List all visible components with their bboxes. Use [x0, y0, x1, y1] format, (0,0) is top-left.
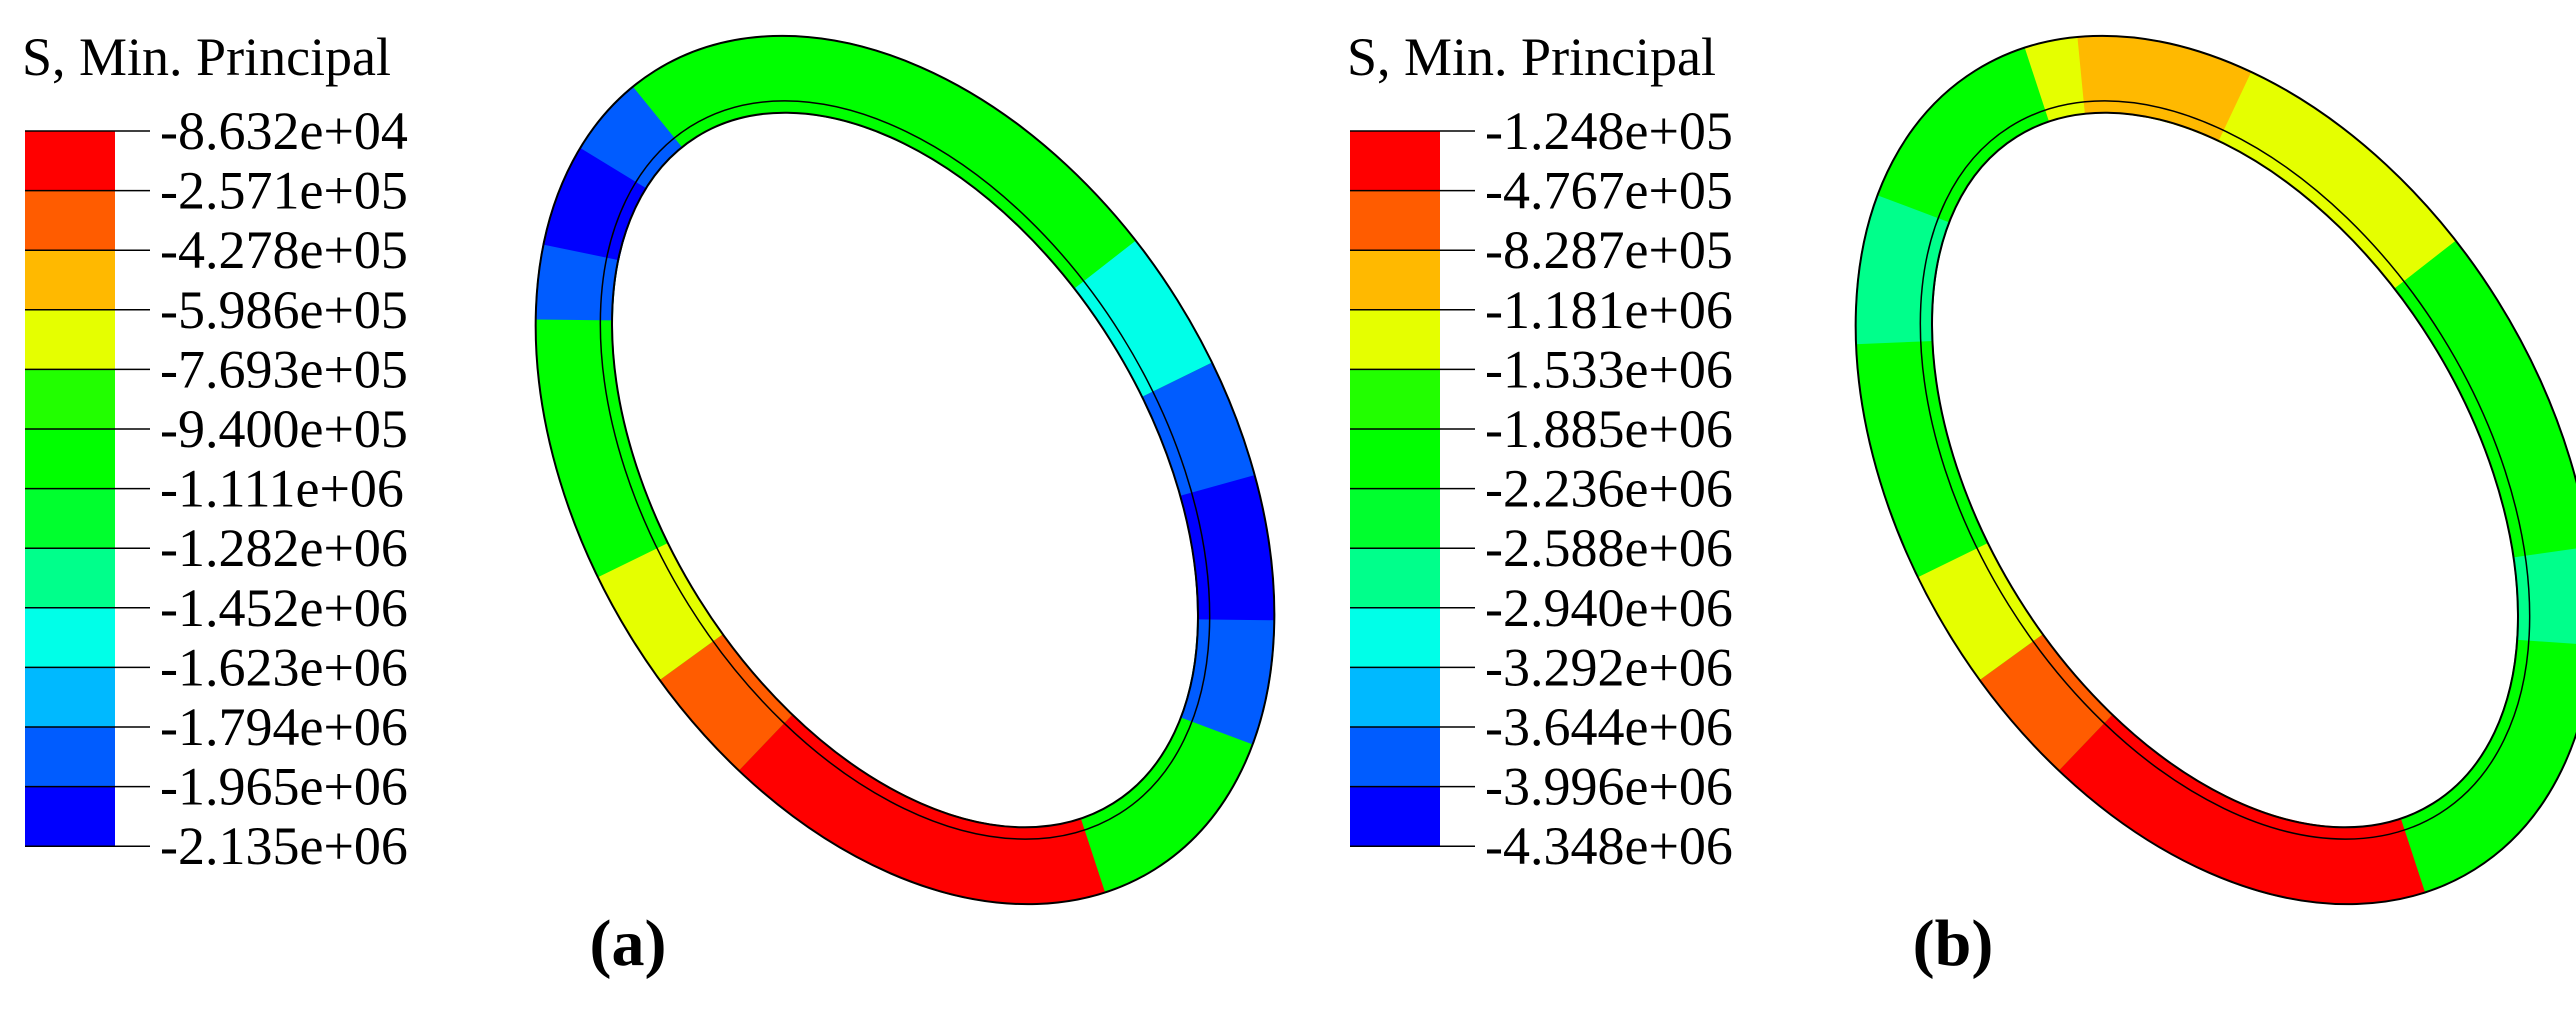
legend-label: -3.996e+06: [1485, 757, 1733, 817]
legend-label: -1.181e+06: [1485, 280, 1733, 340]
legend-label: -2.236e+06: [1485, 459, 1733, 519]
legend-swatch: [25, 429, 115, 489]
legend-swatch: [1350, 369, 1440, 429]
legend-swatch: [25, 667, 115, 727]
legend-label: -1.533e+06: [1485, 339, 1733, 399]
legend-swatch: [1350, 667, 1440, 727]
legend-swatch: [1350, 727, 1440, 787]
legend-label: -2.135e+06: [160, 816, 408, 876]
legend-label: -2.940e+06: [1485, 578, 1733, 638]
legend-label: -4.767e+05: [1485, 161, 1733, 221]
legend-label: -1.452e+06: [160, 578, 408, 638]
legend-label: -2.571e+05: [160, 161, 408, 221]
legend-label: -1.282e+06: [160, 518, 408, 578]
caption: (a): [590, 907, 667, 980]
legend-swatch: [1350, 309, 1440, 370]
legend-label: -8.287e+05: [1485, 220, 1733, 280]
legend-swatch: [25, 727, 115, 787]
legend-label: -1.248e+05: [1485, 101, 1733, 161]
legend-swatch: [1350, 607, 1440, 668]
stress-contour: [1703, 0, 2576, 1010]
legend-title: S, Min. Principal: [22, 27, 391, 87]
legend-swatch: [25, 548, 115, 608]
legend-label: -1.623e+06: [160, 637, 408, 697]
legend-swatch: [1350, 548, 1440, 608]
legend-label: -7.693e+05: [160, 339, 408, 399]
legend-label: -5.986e+05: [160, 280, 408, 340]
legend-label: -3.292e+06: [1485, 637, 1733, 697]
legend-swatch: [25, 369, 115, 429]
legend-label: -4.348e+06: [1485, 816, 1733, 876]
legend-swatch: [25, 190, 115, 251]
legend-swatch: [25, 607, 115, 668]
legend-label: -1.885e+06: [1485, 399, 1733, 459]
stress-contour: [383, 0, 1427, 1010]
legend-swatch: [1350, 131, 1440, 191]
legend-swatch: [1350, 250, 1440, 310]
legend-label: -1.794e+06: [160, 697, 408, 757]
legend-swatch: [25, 488, 115, 549]
legend-label: -4.278e+05: [160, 220, 408, 280]
legend-label: -2.588e+06: [1485, 518, 1733, 578]
legend-label: -8.632e+04: [160, 101, 408, 161]
legend-label: -1.111e+06: [160, 459, 404, 519]
caption: (b): [1913, 907, 1994, 980]
legend-swatch: [25, 250, 115, 310]
legend-swatch: [1350, 190, 1440, 251]
legend-title: S, Min. Principal: [1347, 27, 1716, 87]
legend-label: -1.965e+06: [160, 757, 408, 817]
legend-label: -9.400e+05: [160, 399, 408, 459]
legend-label: -3.644e+06: [1485, 697, 1733, 757]
legend-swatch: [25, 309, 115, 370]
legend-swatch: [1350, 488, 1440, 549]
legend-swatch: [25, 131, 115, 191]
legend-swatch: [25, 786, 115, 847]
legend-swatch: [1350, 429, 1440, 489]
legend-swatch: [1350, 786, 1440, 847]
